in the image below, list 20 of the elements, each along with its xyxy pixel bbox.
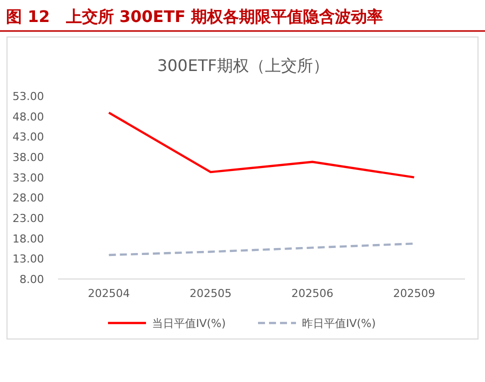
x-tick-label: 202504 xyxy=(88,287,130,300)
y-tick-label: 28.00 xyxy=(12,192,44,205)
y-tick-label: 33.00 xyxy=(12,171,44,184)
x-tick-label: 202509 xyxy=(393,287,436,300)
y-tick-label: 38.00 xyxy=(12,151,44,164)
y-tick-label: 53.00 xyxy=(12,90,44,103)
y-tick-label: 48.00 xyxy=(12,110,44,124)
y-tick-label: 23.00 xyxy=(12,212,44,225)
chart-title: 图 12 上交所 300ETF 期权各期限平值隐含波动率 xyxy=(6,7,384,26)
x-tick-label: 202505 xyxy=(190,287,232,300)
line-series xyxy=(108,112,416,178)
legend-label: 昨日平值IV(%) xyxy=(302,317,376,330)
chart-subtitle: 300ETF期权（上交所） xyxy=(157,56,329,75)
legend-label: 当日平值IV(%) xyxy=(152,317,226,330)
x-tick-label: 202506 xyxy=(291,287,334,300)
y-tick-label: 13.00 xyxy=(12,252,44,266)
y-tick-label: 18.00 xyxy=(12,232,44,246)
y-tick-label: 43.00 xyxy=(12,130,44,144)
line-series xyxy=(108,242,416,256)
y-tick-label: 8.00 xyxy=(20,273,44,286)
